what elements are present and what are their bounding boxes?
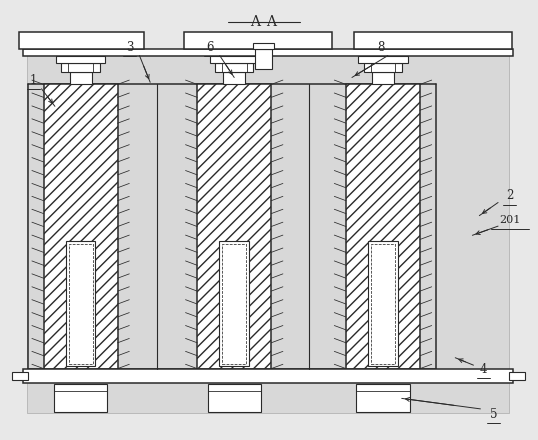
Text: 2: 2 <box>506 190 514 202</box>
Bar <box>56 56 105 62</box>
Bar <box>358 56 408 62</box>
Bar <box>23 369 513 383</box>
Bar <box>23 48 513 56</box>
Bar <box>69 72 91 84</box>
Bar <box>371 244 395 364</box>
Bar <box>364 62 402 72</box>
Text: 6: 6 <box>207 41 214 54</box>
Bar <box>346 84 420 369</box>
Bar <box>223 72 245 84</box>
Bar <box>210 56 259 62</box>
Bar <box>368 242 398 367</box>
Bar <box>220 242 249 367</box>
Text: A–A: A–A <box>250 15 277 29</box>
Bar <box>356 385 409 411</box>
Bar <box>220 242 249 367</box>
Text: 1: 1 <box>30 73 37 87</box>
Bar <box>353 32 512 48</box>
Bar <box>185 32 332 48</box>
Bar <box>66 242 95 367</box>
Text: 5: 5 <box>490 408 498 421</box>
Bar <box>12 372 28 380</box>
Bar <box>27 50 509 413</box>
Bar <box>208 385 261 411</box>
Bar <box>255 48 272 69</box>
Bar <box>253 44 274 48</box>
Bar <box>66 242 95 367</box>
Text: 4: 4 <box>479 363 487 376</box>
Bar <box>372 72 394 84</box>
Bar <box>61 62 100 72</box>
Bar <box>368 242 398 367</box>
Text: 3: 3 <box>126 41 133 54</box>
Bar <box>68 244 93 364</box>
Bar <box>54 385 107 411</box>
Bar <box>222 244 246 364</box>
Bar <box>509 372 525 380</box>
Text: 8: 8 <box>378 41 385 54</box>
Bar <box>215 62 253 72</box>
Bar <box>18 32 144 48</box>
Text: 201: 201 <box>499 215 521 225</box>
Bar <box>197 84 271 369</box>
Bar <box>44 84 117 369</box>
